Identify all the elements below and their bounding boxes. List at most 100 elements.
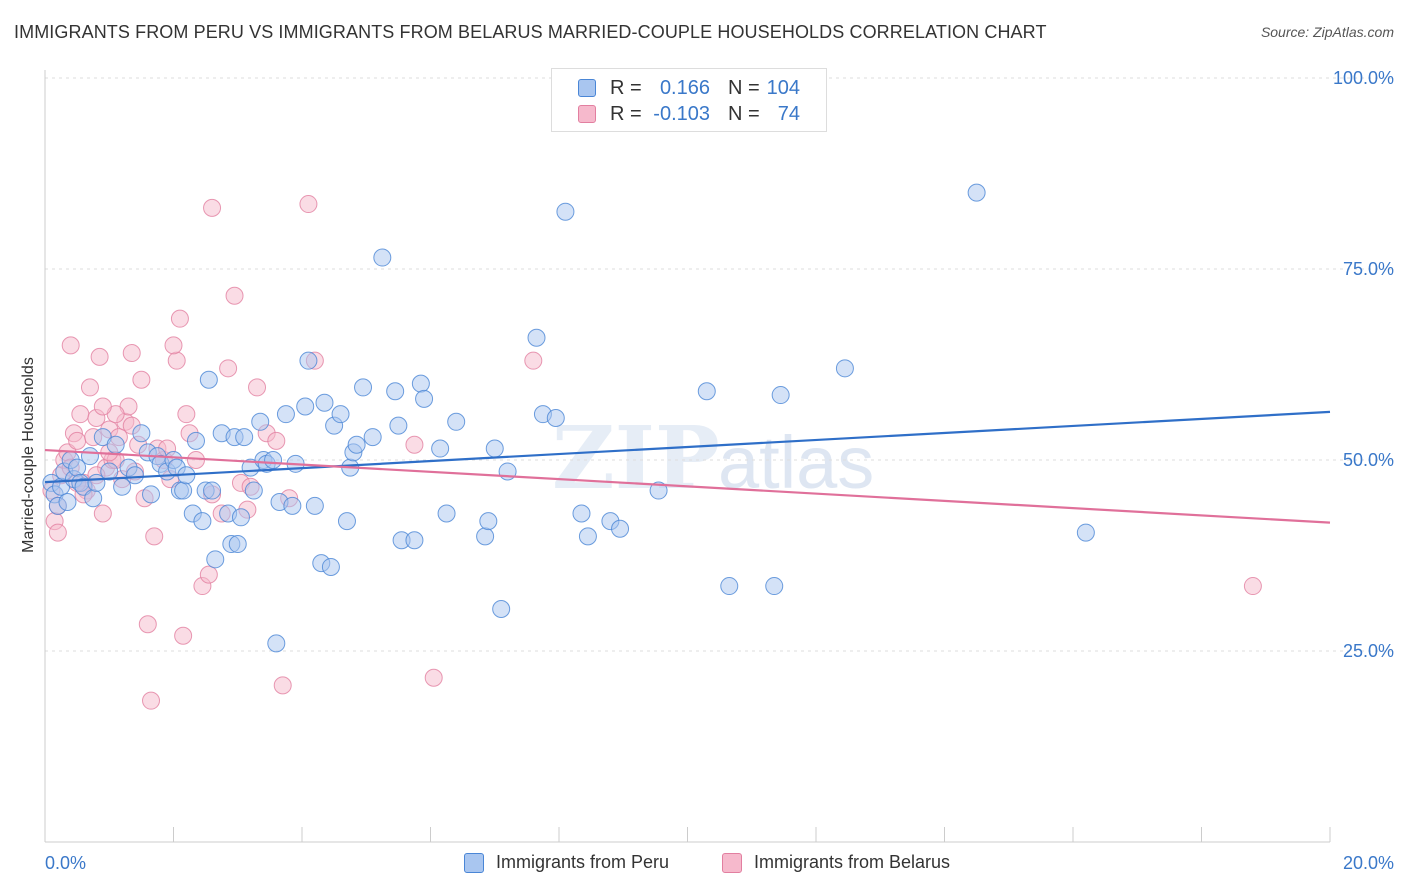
data-point-belarus — [524, 351, 543, 370]
data-point-peru — [556, 202, 575, 221]
watermark-zip: ZIP — [552, 408, 720, 509]
data-point-peru — [611, 519, 630, 538]
trend-line-peru — [44, 410, 1331, 484]
data-point-peru — [765, 577, 784, 596]
data-point-peru — [58, 493, 77, 512]
data-point-belarus — [225, 286, 244, 305]
data-point-belarus — [248, 378, 267, 397]
data-point-peru — [835, 359, 854, 378]
data-point-peru — [492, 599, 511, 618]
data-point-peru — [203, 481, 222, 500]
data-point-peru — [347, 435, 366, 454]
data-point-belarus — [405, 435, 424, 454]
gridlines — [45, 77, 1394, 652]
data-point-belarus — [177, 405, 196, 424]
data-point-peru — [199, 370, 218, 389]
data-point-peru — [231, 508, 250, 527]
trend-lines — [44, 410, 1331, 524]
data-point-peru — [321, 557, 340, 576]
y-tick-label: 25.0% — [1343, 641, 1394, 661]
legend-row-peru: R = 0.166 N = 104 — [552, 75, 826, 103]
legend-swatch-peru — [464, 853, 484, 873]
data-point-belarus — [219, 359, 238, 378]
data-point-peru — [720, 577, 739, 596]
data-point-peru — [415, 389, 434, 408]
r-value: 0.166 — [659, 77, 710, 99]
x-tick-label-min: 0.0% — [45, 853, 86, 873]
legend-label-peru: Immigrants from Peru — [496, 852, 670, 872]
data-point-belarus — [138, 615, 157, 634]
data-point-belarus — [145, 527, 164, 546]
data-point-belarus — [199, 565, 218, 584]
data-point-peru — [84, 489, 103, 508]
data-point-belarus — [1243, 577, 1262, 596]
r-value: -0.103 — [653, 103, 710, 125]
data-point-peru — [572, 504, 591, 523]
data-point-peru — [251, 412, 270, 431]
data-point-peru — [967, 183, 986, 202]
data-point-peru — [264, 451, 283, 469]
y-tick-label: 50.0% — [1343, 450, 1394, 470]
y-tick-label: 75.0% — [1343, 259, 1394, 279]
chart-title: IMMIGRANTS FROM PERU VS IMMIGRANTS FROM … — [14, 22, 1047, 42]
data-point-peru — [447, 412, 466, 431]
data-point-peru — [276, 405, 295, 424]
data-point-peru — [578, 527, 597, 546]
belarus-swatch — [578, 105, 596, 123]
data-point-peru — [142, 485, 161, 504]
data-point-belarus — [174, 626, 193, 645]
data-point-peru — [193, 512, 212, 531]
data-point-belarus — [90, 347, 109, 366]
trend-line-belarus — [44, 448, 1331, 524]
peru-swatch — [578, 79, 596, 97]
series-legend: Immigrants from Peru Immigrants from Bel… — [0, 852, 1406, 876]
data-point-peru — [411, 374, 430, 393]
tick-labels: 25.0% 50.0% 75.0% 100.0% 0.0% 20.0% — [45, 68, 1394, 873]
data-point-belarus — [267, 431, 286, 450]
data-point-belarus — [424, 668, 443, 687]
data-point-peru — [389, 416, 408, 435]
data-point-belarus — [61, 336, 80, 355]
data-point-peru — [546, 408, 565, 427]
data-point-belarus — [142, 691, 161, 710]
data-point-belarus — [299, 195, 318, 214]
data-point-belarus — [167, 351, 186, 370]
data-point-peru — [315, 393, 334, 412]
y-tick-label: 100.0% — [1333, 68, 1394, 88]
data-point-belarus — [203, 198, 222, 217]
data-point-peru — [485, 439, 504, 458]
data-point-peru — [299, 351, 318, 370]
data-point-peru — [373, 248, 392, 267]
data-point-peru — [405, 531, 424, 550]
data-point-belarus — [68, 431, 87, 450]
data-point-belarus — [71, 405, 90, 424]
n-value: 104 — [766, 77, 800, 99]
data-point-belarus — [132, 370, 151, 389]
data-point-peru — [479, 512, 498, 531]
data-point-peru — [296, 397, 315, 416]
data-point-peru — [337, 512, 356, 531]
data-point-peru — [283, 496, 302, 515]
legend-label-belarus: Immigrants from Belarus — [754, 852, 951, 872]
r-label: R = — [610, 77, 642, 99]
data-point-belarus — [122, 344, 141, 363]
data-point-peru — [386, 382, 405, 401]
axes — [44, 70, 1331, 843]
data-point-peru — [476, 527, 495, 546]
data-point-peru — [125, 466, 144, 485]
data-point-peru — [771, 386, 790, 405]
data-point-peru — [437, 504, 456, 523]
legend-swatch-belarus — [722, 853, 742, 873]
r-label: R = — [610, 103, 642, 125]
data-point-peru — [354, 378, 373, 397]
data-point-peru — [174, 481, 193, 500]
data-point-peru — [527, 328, 546, 347]
data-point-peru — [244, 481, 263, 500]
n-label: N = — [728, 77, 760, 99]
data-point-peru — [267, 634, 286, 653]
data-point-belarus — [93, 504, 112, 523]
data-point-peru — [363, 428, 382, 447]
data-point-peru — [331, 405, 350, 424]
data-point-peru — [235, 428, 254, 447]
data-point-belarus — [170, 309, 189, 328]
